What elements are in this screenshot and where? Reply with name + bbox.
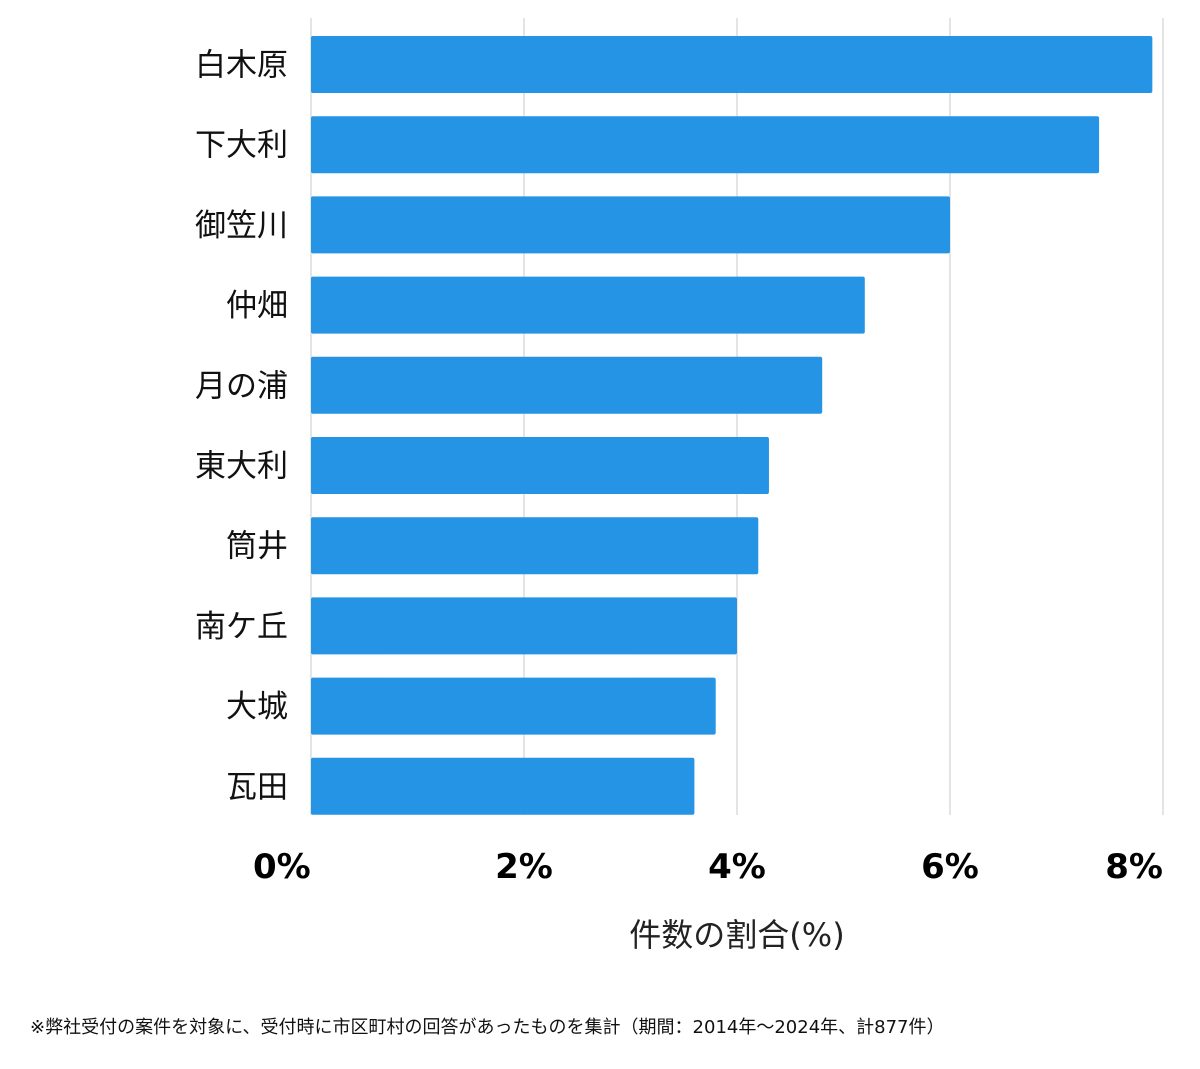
category-label: 下大利: [195, 128, 288, 164]
category-label: 筒井: [226, 529, 288, 565]
x-tick-label: 6%: [921, 847, 979, 887]
bars: [311, 36, 1153, 815]
bar: [311, 196, 950, 254]
category-label: 南ケ丘: [195, 609, 288, 645]
bar: [311, 437, 769, 494]
bar: [311, 36, 1153, 93]
bar: [311, 597, 737, 655]
category-label: 月の浦: [195, 368, 288, 404]
category-label: 白木原: [195, 48, 288, 84]
category-label: 御笠川: [195, 208, 288, 244]
bar: [311, 276, 865, 334]
bar: [311, 677, 716, 735]
x-tick-label: 8%: [1105, 847, 1163, 887]
category-label: 東大利: [195, 449, 288, 485]
x-axis-title: 件数の割合(%): [629, 916, 844, 954]
category-label: 瓦田: [226, 769, 288, 805]
footnote: ※弊社受付の案件を対象に、受付時に市区町村の回答があったものを集計（期間：201…: [30, 1017, 945, 1038]
x-tick-label: 2%: [495, 847, 553, 887]
category-label: 大城: [226, 689, 288, 725]
bar: [311, 356, 823, 414]
bar: [311, 757, 695, 815]
x-tick-label: 4%: [708, 847, 766, 887]
x-tick-label: 0%: [253, 847, 311, 887]
category-label: 仲畑: [226, 288, 288, 324]
bar: [311, 116, 1100, 174]
x-tick-labels: 0% 2% 4% 6% 8%: [253, 847, 1163, 887]
bar: [311, 517, 759, 575]
